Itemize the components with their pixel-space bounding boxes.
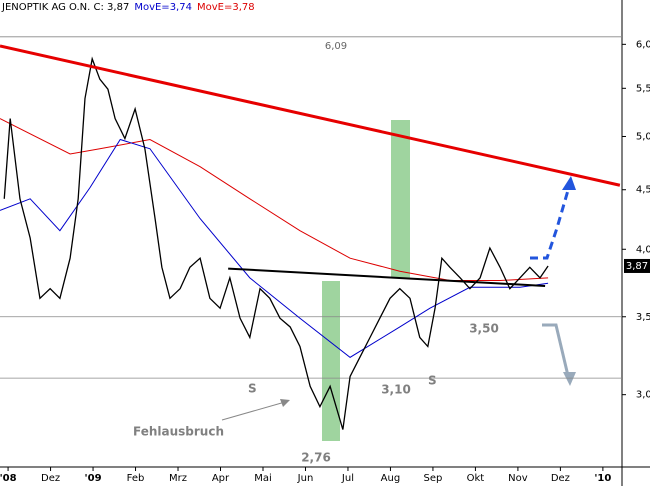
x-tick-label: '09 [85, 473, 102, 484]
annotation: S [248, 382, 257, 396]
y-tick-label: 3,50 [636, 312, 650, 323]
y-tick-label: 5,50 [636, 83, 650, 94]
y-tick-label: 5,00 [636, 131, 650, 142]
x-tick-label: Sep [424, 473, 443, 484]
x-tick-label: Feb [127, 473, 145, 484]
series-line [3, 56, 549, 430]
arrow-head [563, 372, 576, 386]
x-tick-label: Nov [508, 473, 528, 484]
x-tick-label: Mai [254, 473, 272, 484]
y-tick-label: 6,00 [636, 39, 650, 50]
low-label: 2,76 [301, 450, 331, 464]
y-tick-label: 3,00 [636, 390, 650, 401]
annotation: Fehlausbruch [133, 425, 224, 439]
bull-arrow [530, 179, 573, 260]
y-tick-label: 4,00 [636, 244, 650, 255]
x-tick-label: Mrz [169, 473, 187, 484]
x-tick-label: '08 [0, 473, 17, 484]
x-tick-label: '10 [594, 473, 611, 484]
x-tick-label: Jun [297, 473, 314, 484]
callout-arrow [221, 401, 286, 421]
x-tick-label: Jul [341, 473, 354, 484]
x-tick-label: Apr [212, 473, 230, 484]
arrow-head [562, 176, 576, 190]
x-tick-label: Aug [381, 473, 401, 484]
x-tick-label: Okt [467, 473, 485, 484]
last-price-label: 3,87 [626, 261, 648, 272]
last-price-box [624, 258, 650, 273]
x-tick-label: Dez [41, 473, 60, 484]
trend-line [228, 267, 546, 287]
series-line [0, 138, 549, 358]
level-label: 6,09 [325, 41, 347, 52]
y-tick-label: 4,50 [636, 185, 650, 196]
legend-entry: MovE=3,78 [197, 2, 255, 13]
arrow-head [280, 399, 290, 407]
bear-arrow [542, 323, 571, 381]
level-label: 3,50 [469, 321, 499, 335]
annotation: S [428, 374, 437, 388]
level-label: 3,10 [381, 383, 411, 397]
highlight-box [391, 120, 410, 278]
legend-entry: JENOPTIK AG O.N. C: 3,87 [1, 2, 129, 13]
legend-entry: MovE=3,74 [134, 2, 192, 13]
x-tick-label: Dez [551, 473, 570, 484]
highlight-box [322, 281, 340, 441]
trend-line [0, 44, 621, 187]
legend: JENOPTIK AG O.N. C: 3,87 MovE=3,74 MovE=3,… [1, 2, 255, 13]
